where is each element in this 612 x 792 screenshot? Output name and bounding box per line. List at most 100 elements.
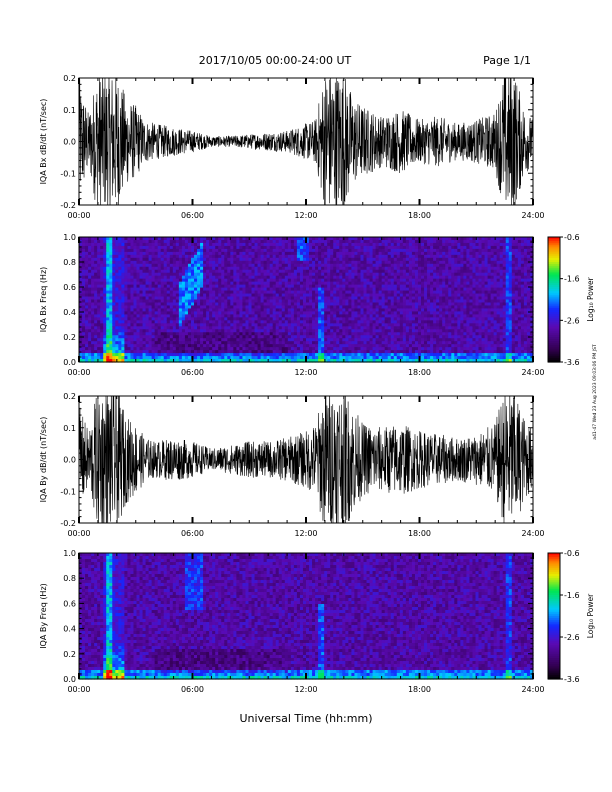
spec-cell <box>106 260 110 265</box>
spec-cell <box>351 320 356 324</box>
spec-cell <box>427 299 431 304</box>
spec-cell <box>396 299 401 304</box>
spec-cell <box>239 269 244 274</box>
spec-cell <box>363 269 368 274</box>
spec-cell <box>254 278 259 283</box>
spec-cell <box>139 251 144 256</box>
spec-cell <box>266 344 271 348</box>
spec-cell <box>181 317 186 321</box>
spec-cell <box>293 269 298 274</box>
spec-cell <box>254 329 259 333</box>
spec-cell <box>151 237 156 241</box>
spec-cell <box>260 284 265 289</box>
spec-cell <box>103 239 107 244</box>
spec-cell <box>245 353 250 357</box>
spec-cell <box>366 278 371 283</box>
spec-cell <box>181 293 186 298</box>
spec-cell <box>85 239 89 244</box>
spec-cell <box>354 245 359 250</box>
spec-cell <box>203 338 207 342</box>
spec-cell <box>148 251 153 256</box>
spec-cell <box>372 296 377 301</box>
spec-cell <box>275 290 280 295</box>
spec-cell <box>145 347 150 351</box>
spec-cell <box>309 275 313 280</box>
spec-cell <box>405 314 410 318</box>
spec-cell <box>109 350 113 354</box>
spec-cell <box>133 320 138 324</box>
spec-cell <box>315 281 319 286</box>
spec-cell <box>278 302 283 307</box>
spec-cell <box>82 266 86 271</box>
spec-cell <box>402 239 407 244</box>
spec-cell <box>148 329 153 333</box>
spec-cell <box>405 263 410 268</box>
spec-cell <box>278 269 283 274</box>
spec-cell <box>281 239 286 244</box>
spec-cell <box>178 320 183 324</box>
spec-cell <box>257 269 262 274</box>
spec-cell <box>417 302 422 307</box>
spec-cell <box>284 353 289 357</box>
spec-cell <box>160 290 165 295</box>
spec-cell <box>333 281 337 286</box>
spec-cell <box>203 296 207 301</box>
spec-cell <box>85 305 89 310</box>
spec-cell <box>184 290 189 295</box>
spec-cell <box>224 239 228 244</box>
spec-cell <box>269 308 274 313</box>
spec-cell <box>269 248 274 253</box>
spec-cell <box>348 251 352 256</box>
spec-cell <box>197 257 201 262</box>
spec-cell <box>357 257 362 262</box>
spec-cell <box>88 257 92 262</box>
spec-cell <box>266 311 271 315</box>
spec-cell <box>154 237 159 241</box>
spec-cell <box>417 317 422 321</box>
spec-cell <box>100 290 104 295</box>
spec-cell <box>278 332 283 336</box>
spec-cell <box>272 281 277 286</box>
spec-cell <box>181 329 186 333</box>
spec-cell <box>172 317 177 321</box>
spec-cell <box>88 290 92 295</box>
spec-cell <box>257 239 262 244</box>
spec-cell <box>384 251 389 256</box>
spec-cell <box>315 290 319 295</box>
spec-cell <box>430 260 434 265</box>
spec-cell <box>91 359 95 363</box>
spec-cell <box>103 248 107 253</box>
spec-cell <box>163 257 168 262</box>
spec-cell <box>387 275 392 280</box>
spec-cell <box>248 314 253 318</box>
spec-cell <box>318 299 322 304</box>
spec-cell <box>360 326 365 330</box>
spec-cell <box>287 317 292 321</box>
spec-cell <box>290 356 295 360</box>
spec-cell <box>142 251 147 256</box>
spec-cell <box>411 299 416 304</box>
spec-cell <box>239 320 244 324</box>
spec-cell <box>342 311 346 315</box>
spec-cell <box>209 281 213 286</box>
spec-cell <box>290 257 295 262</box>
spec-cell <box>160 311 165 315</box>
spec-cell <box>157 335 162 339</box>
spec-cell <box>194 335 198 339</box>
spec-cell <box>296 305 301 310</box>
spec-cell <box>145 257 150 262</box>
spec-cell <box>290 242 295 247</box>
spec-cell <box>127 335 132 339</box>
spec-cell <box>357 323 362 327</box>
spec-cell <box>94 293 98 298</box>
spec-cell <box>121 347 125 351</box>
spec-cell <box>239 257 244 262</box>
spec-cell <box>266 314 271 318</box>
spec-cell <box>387 237 392 241</box>
spec-cell <box>321 272 325 277</box>
spec-cell <box>130 266 135 271</box>
spec-cell <box>175 305 180 310</box>
spec-cell <box>130 344 135 348</box>
spec-cell <box>351 326 356 330</box>
spec-cell <box>354 311 359 315</box>
